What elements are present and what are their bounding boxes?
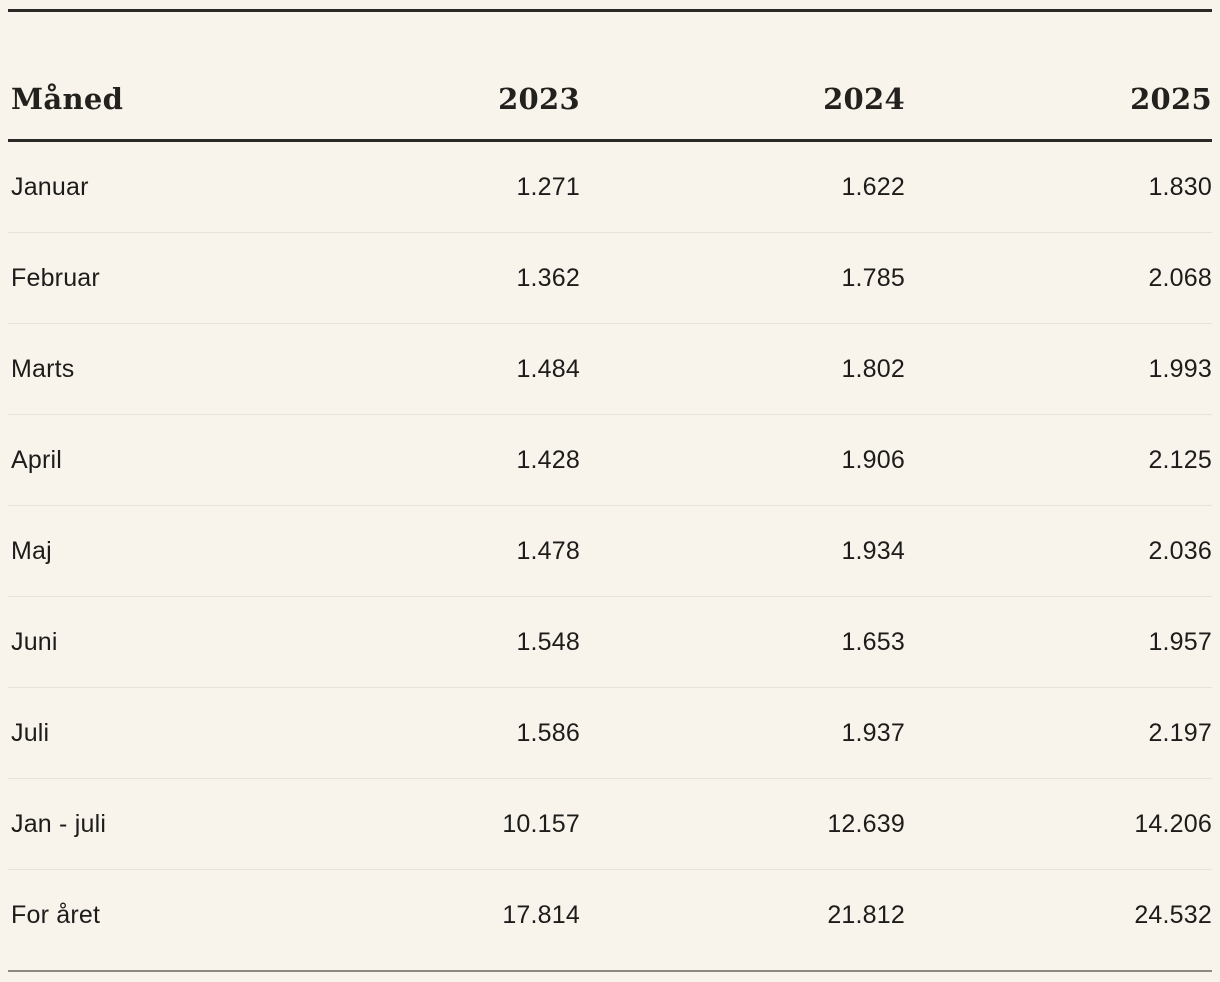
month-label-cell: Juni: [8, 596, 308, 688]
value-cell: 2.197: [905, 687, 1212, 779]
value-cell: 1.622: [580, 140, 905, 233]
column-header-2024: 2024: [580, 9, 905, 142]
value-cell: 14.206: [905, 778, 1212, 870]
month-label-cell: Juli: [8, 687, 308, 779]
table-row: Juni 1.548 1.653 1.957: [8, 596, 1212, 688]
data-table: Måned 2023 2024 2025 Januar 1.271 1.622 1.8…: [8, 9, 1212, 972]
value-cell: 1.993: [905, 323, 1212, 415]
month-label-cell: April: [8, 414, 308, 506]
value-cell: 2.068: [905, 232, 1212, 324]
header-row: Måned 2023 2024 2025: [8, 9, 1212, 142]
table-row: Februar 1.362 1.785 2.068: [8, 232, 1212, 324]
table-row: Juli 1.586 1.937 2.197: [8, 687, 1212, 779]
value-cell: 24.532: [905, 869, 1212, 972]
value-cell: 1.362: [308, 232, 580, 324]
table-row: Marts 1.484 1.802 1.993: [8, 323, 1212, 415]
value-cell: 12.639: [580, 778, 905, 870]
table-row: Maj 1.478 1.934 2.036: [8, 505, 1212, 597]
column-header-maaned: Måned: [8, 9, 308, 142]
value-cell: 1.802: [580, 323, 905, 415]
month-label-cell: Maj: [8, 505, 308, 597]
value-cell: 1.653: [580, 596, 905, 688]
value-cell: 1.934: [580, 505, 905, 597]
table-header: Måned 2023 2024 2025: [8, 9, 1212, 142]
value-cell: 1.548: [308, 596, 580, 688]
table-row: April 1.428 1.906 2.125: [8, 414, 1212, 506]
month-label-cell: Jan - juli: [8, 778, 308, 870]
value-cell: 1.586: [308, 687, 580, 779]
value-cell: 1.785: [580, 232, 905, 324]
month-label-cell: For året: [8, 869, 308, 972]
month-label-cell: Marts: [8, 323, 308, 415]
table-row: Januar 1.271 1.622 1.830: [8, 140, 1212, 233]
value-cell: 1.484: [308, 323, 580, 415]
value-cell: 1.830: [905, 140, 1212, 233]
column-header-2023: 2023: [308, 9, 580, 142]
value-cell: 1.906: [580, 414, 905, 506]
value-cell: 1.271: [308, 140, 580, 233]
value-cell: 1.937: [580, 687, 905, 779]
column-header-2025: 2025: [905, 9, 1212, 142]
value-cell: 21.812: [580, 869, 905, 972]
value-cell: 1.478: [308, 505, 580, 597]
value-cell: 2.125: [905, 414, 1212, 506]
month-label-cell: Februar: [8, 232, 308, 324]
table-row: For året 17.814 21.812 24.532: [8, 869, 1212, 972]
value-cell: 10.157: [308, 778, 580, 870]
value-cell: 2.036: [905, 505, 1212, 597]
value-cell: 17.814: [308, 869, 580, 972]
table-row: Jan - juli 10.157 12.639 14.206: [8, 778, 1212, 870]
monthly-statistics-table: Måned 2023 2024 2025 Januar 1.271 1.622 1.8…: [8, 9, 1212, 972]
value-cell: 1.428: [308, 414, 580, 506]
table-body: Januar 1.271 1.622 1.830 Februar 1.362 1.785 2.…: [8, 140, 1212, 972]
value-cell: 1.957: [905, 596, 1212, 688]
month-label-cell: Januar: [8, 140, 308, 233]
